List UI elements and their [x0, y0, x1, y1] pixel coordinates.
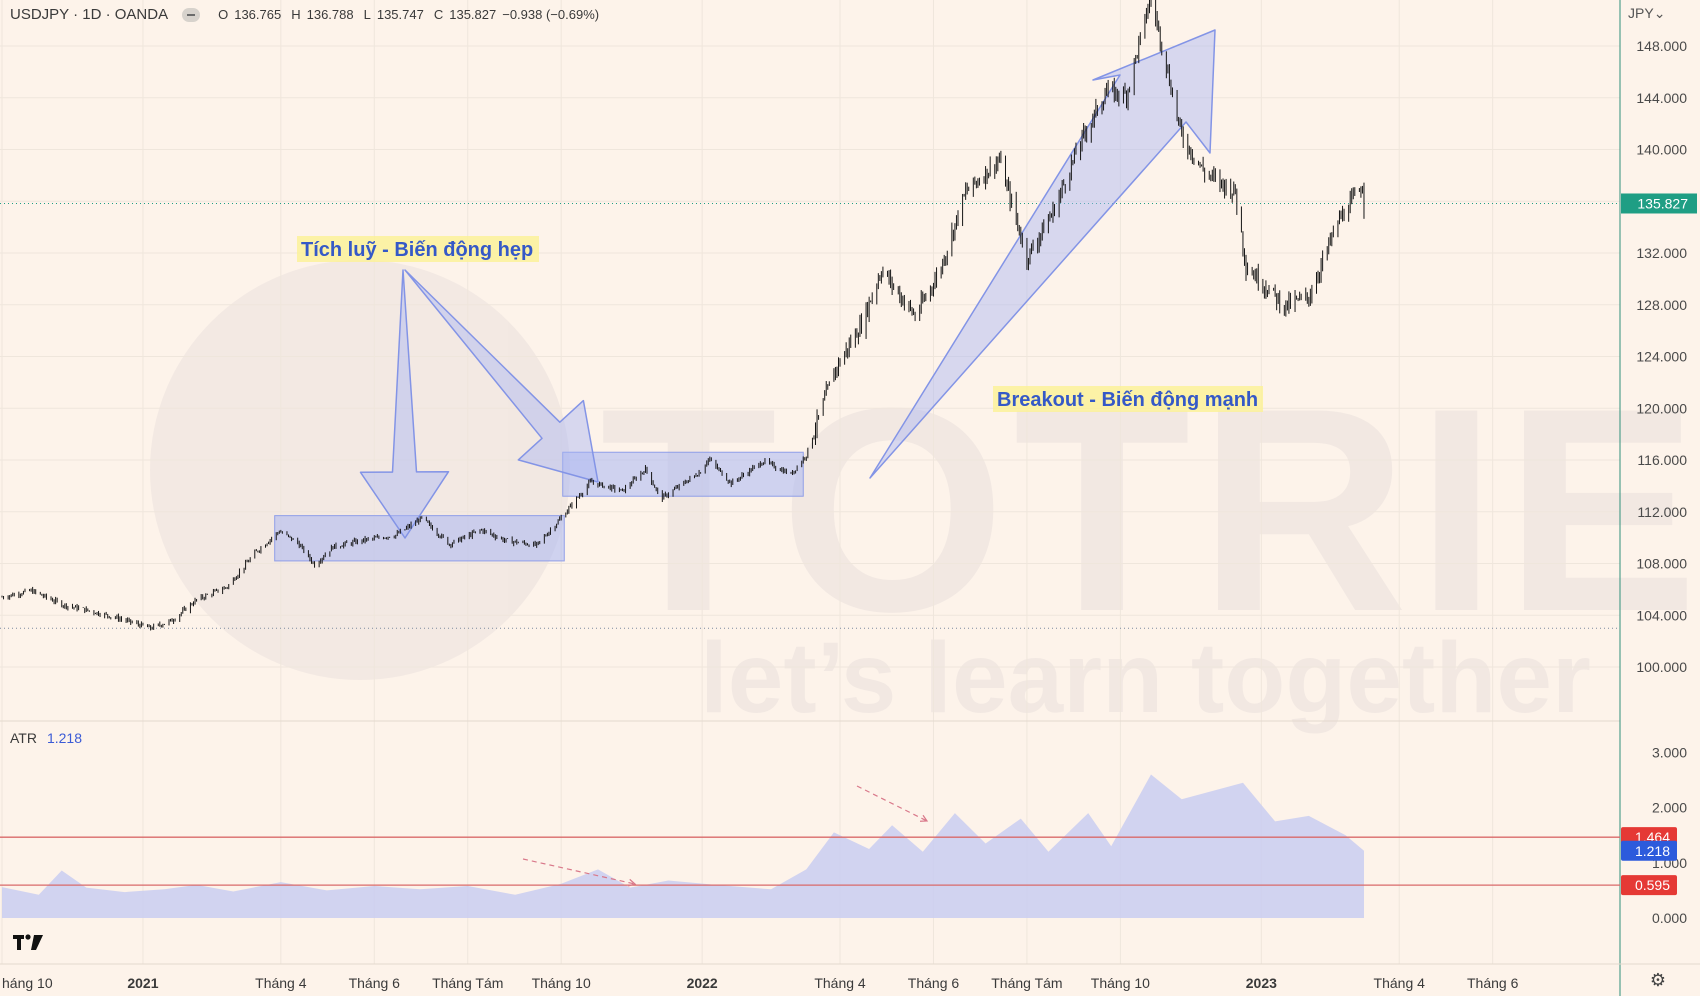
price-axis-tick: 108.000 [1636, 556, 1687, 572]
time-axis-tick: Tháng Tám [991, 975, 1062, 991]
annotation-bg-2 [993, 386, 1263, 412]
watermark-slogan: let’s learn together [700, 622, 1591, 734]
high-label: H [291, 7, 301, 22]
atr-area [2, 774, 1364, 918]
time-axis-tick: Tháng 4 [814, 975, 866, 991]
open-value: 136.765 [234, 7, 282, 22]
atr-pointer-arrow-2 [856, 785, 928, 822]
breakout-arrow [869, 29, 1216, 479]
time-axis-tick: Tháng 6 [1467, 975, 1519, 991]
price-axis-tick: 148.000 [1636, 38, 1687, 54]
atr-tag-2[interactable] [1621, 840, 1677, 861]
time-axis-tick: 2023 [1246, 975, 1277, 991]
atr-label: ATR [10, 730, 37, 746]
atr-tag-label-2: 1.218 [1635, 843, 1670, 859]
watermark: TOTRIEUlet’s learn together [150, 260, 1700, 734]
arrow-to-zone-2 [404, 269, 599, 483]
chevron-down-icon: ⌄ [1653, 5, 1666, 21]
price-axis-tick: 100.000 [1636, 659, 1687, 675]
atr-pointer-arrow-1 [522, 858, 636, 885]
last-price-tag[interactable] [1621, 193, 1697, 214]
time-axis-tick: Tháng 10 [1091, 975, 1150, 991]
price-axis-tick: 104.000 [1636, 607, 1687, 623]
time-axis-tick: háng 10 [2, 975, 53, 991]
time-axis-tick: Tháng Tám [432, 975, 503, 991]
price-axis-tick: 128.000 [1636, 297, 1687, 313]
atr-pointer-arrow-2-head [919, 814, 929, 822]
close-label: C [433, 7, 444, 22]
annotation-label-2: Breakout - Biến động mạnh [997, 389, 1258, 411]
atr-tag-3[interactable] [1621, 875, 1677, 896]
symbol-label[interactable]: USDJPY · 1D · OANDA [10, 6, 169, 23]
watermark-emblem [150, 260, 570, 680]
price-axis-tick: 120.000 [1636, 400, 1687, 416]
time-axis-tick: Tháng 6 [349, 975, 401, 991]
annotation-bg-1 [297, 236, 539, 262]
atr-value: 1.218 [46, 730, 83, 746]
atr-pointer-arrow-1-head [628, 878, 637, 887]
currency-label: JPY [1628, 5, 1654, 21]
price-axis-tick: 140.000 [1636, 142, 1687, 158]
time-axis-tick: Tháng 4 [255, 975, 307, 991]
time-axis-tick: Tháng 6 [908, 975, 960, 991]
price-axis-tick: 144.000 [1636, 90, 1687, 106]
atr-axis-tick: 2.000 [1652, 800, 1687, 816]
arrow-to-zone-1 [359, 269, 450, 539]
tradingview-logo-icon[interactable] [12, 932, 46, 952]
consolidation-zone-1[interactable] [274, 515, 565, 562]
atr-axis-tick: 0.000 [1652, 910, 1687, 926]
last-price-tag-label: 135.827 [1637, 195, 1688, 211]
low-label: L [363, 7, 371, 22]
price-axis-tick: 112.000 [1637, 504, 1687, 520]
price-axis-tick: 124.000 [1636, 349, 1687, 365]
currency-selector[interactable]: JPY⌄ [1628, 5, 1665, 22]
time-axis-tick: 2022 [687, 975, 718, 991]
annotation-label-1: Tích luỹ - Biến động hẹp [301, 239, 533, 261]
price-candles [1, 0, 1365, 631]
time-axis-tick: Tháng 10 [532, 975, 591, 991]
gear-icon[interactable]: ⚙ [1649, 970, 1667, 990]
open-label: O [218, 7, 229, 22]
atr-tag-label-3: 0.595 [1635, 877, 1670, 893]
consolidation-zone-2[interactable] [562, 451, 804, 497]
time-axis-tick: Tháng 4 [1374, 975, 1426, 991]
price-axis-tick: 116.000 [1637, 452, 1687, 468]
atr-axis-tick: 3.000 [1652, 744, 1687, 760]
high-value: 136.788 [306, 7, 354, 22]
collapse-icon[interactable] [182, 7, 201, 22]
change-value: −0.938 (−0.69%) [502, 7, 600, 22]
atr-legend[interactable]: ATR 1.218 [10, 730, 82, 746]
close-value: 135.827 [449, 7, 497, 22]
low-value: 135.747 [376, 7, 424, 22]
time-axis-tick: 2021 [127, 975, 158, 991]
price-axis-tick: 132.000 [1636, 245, 1687, 261]
